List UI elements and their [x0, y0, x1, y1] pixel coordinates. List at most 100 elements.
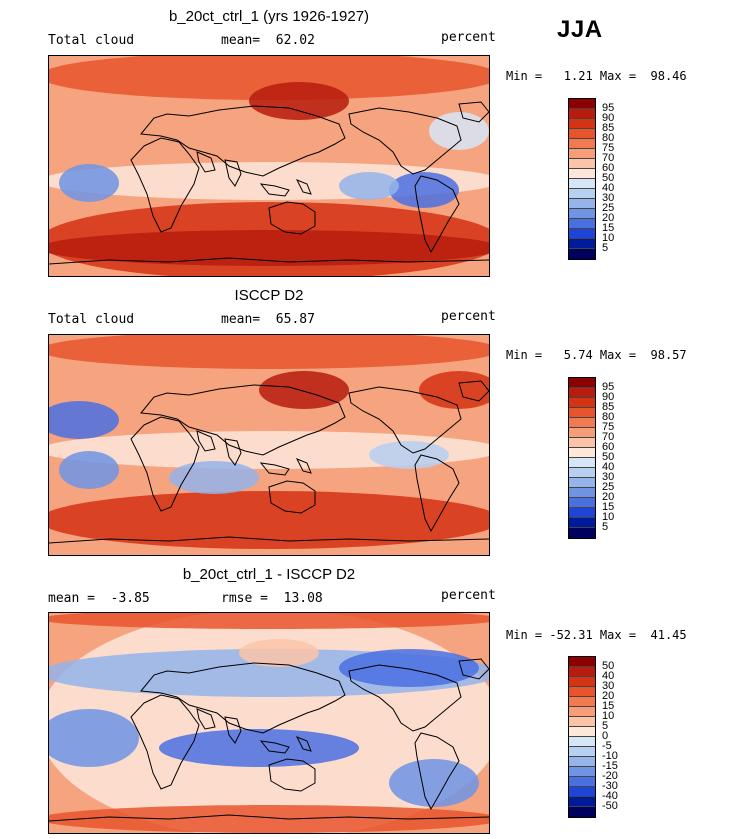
coastline: [259, 740, 290, 754]
colorbar-swatch: [569, 378, 595, 388]
panel-2-variable-label: Total cloud: [48, 312, 135, 327]
field-region: [49, 709, 139, 767]
colorbar-tick-label: 60: [602, 441, 615, 453]
coastline: [295, 458, 312, 474]
colorbar-swatch: [569, 418, 595, 428]
colorbar-swatch: [569, 697, 595, 707]
field-region: [59, 451, 119, 489]
colorbar-swatch: [569, 119, 595, 129]
field-region: [389, 172, 459, 208]
coastline: [295, 179, 312, 195]
colorbar-tick-label: -20: [602, 770, 618, 782]
coastline: [295, 736, 312, 752]
panel-1-minmax: Min = 1.21 Max = 98.46: [506, 69, 687, 83]
colorbar-swatch: [569, 109, 595, 119]
colorbar-swatch: [569, 398, 595, 408]
field-region: [369, 441, 449, 469]
colorbar-tick-label: 10: [602, 511, 615, 523]
coastline: [196, 708, 216, 730]
colorbar-tick-label: 30: [602, 471, 615, 483]
colorbar-swatch: [569, 209, 595, 219]
coastline: [268, 480, 316, 514]
colorbar-tick-label: 25: [602, 202, 615, 214]
coastline: [414, 454, 460, 533]
field-region: [159, 729, 359, 767]
colorbar-tick-label: 10: [602, 232, 615, 244]
field-region: [339, 649, 479, 687]
colorbar-tick-label: 50: [602, 172, 615, 184]
colorbar-swatch: [569, 199, 595, 209]
field-region: [249, 82, 349, 120]
colorbar-tick-label: 70: [602, 152, 615, 164]
coastline: [49, 257, 489, 265]
colorbar-tick-label: 85: [602, 122, 615, 134]
colorbar-swatch: [569, 468, 595, 478]
colorbar-swatch: [569, 797, 595, 807]
panel-1-title: b_20ct_ctrl_1 (yrs 1926-1927): [168, 8, 370, 25]
colorbar-tick-label: 15: [602, 501, 615, 513]
colorbar-swatch: [569, 438, 595, 448]
panel-3-map: [48, 612, 490, 834]
colorbar-tick-label: 95: [602, 381, 615, 393]
field-region: [49, 56, 489, 100]
colorbar-tick-label: 20: [602, 212, 615, 224]
colorbar-swatch: [569, 518, 595, 528]
field-region: [339, 172, 399, 200]
colorbar-tick-label: 75: [602, 142, 615, 154]
panel-3-title: b_20ct_ctrl_1 - ISCCP D2: [182, 566, 356, 583]
colorbar-tick-label: 40: [602, 461, 615, 473]
coastline: [130, 694, 200, 790]
field-region: [429, 112, 489, 150]
panel-3-units-label: percent: [441, 588, 496, 603]
colorbar-swatch: [569, 239, 595, 249]
colorbar-tick-label: 40: [602, 670, 615, 682]
colorbar-tick-label: 25: [602, 481, 615, 493]
field-region: [49, 230, 489, 266]
panel-2-mean-label: mean= 65.87: [221, 312, 315, 327]
colorbar-tick-label: 30: [602, 680, 615, 692]
panel-2-title: ISCCP D2: [234, 287, 304, 304]
panel-1-map: [48, 55, 490, 277]
colorbar-tick-label: 15: [602, 700, 615, 712]
colorbar-swatch: [569, 149, 595, 159]
colorbar-tick-label: 90: [602, 391, 615, 403]
colorbar-tick-label: 85: [602, 401, 615, 413]
season-label: JJA: [557, 16, 603, 43]
colorbar-tick-label: -15: [602, 760, 618, 772]
coastline: [49, 814, 489, 822]
coastline: [130, 416, 200, 512]
panel-3-colorbar: [568, 656, 596, 818]
colorbar-tick-label: 20: [602, 491, 615, 503]
coastline: [268, 758, 316, 792]
coastline: [458, 101, 489, 123]
coastline: [196, 151, 216, 173]
coastline: [268, 201, 316, 235]
colorbar-swatch: [569, 169, 595, 179]
panel-1-units-label: percent: [441, 30, 496, 45]
coastline: [224, 438, 242, 466]
colorbar-swatch: [569, 458, 595, 468]
colorbar-tick-label: 5: [602, 720, 609, 732]
panel-1-colorbar: [568, 98, 596, 260]
field-region: [49, 805, 489, 833]
coastline: [130, 137, 200, 233]
colorbar-swatch: [569, 498, 595, 508]
colorbar-tick-label: 5: [602, 521, 609, 533]
colorbar-swatch: [569, 508, 595, 518]
colorbar-swatch: [569, 737, 595, 747]
colorbar-tick-label: 75: [602, 421, 615, 433]
coastline: [140, 662, 346, 734]
colorbar-swatch: [569, 229, 595, 239]
colorbar-swatch: [569, 727, 595, 737]
coastline: [458, 380, 489, 402]
panel-1-variable-label: Total cloud: [48, 33, 135, 48]
coastline: [49, 536, 489, 544]
colorbar-swatch: [569, 787, 595, 797]
colorbar-tick-label: 5: [602, 242, 609, 254]
colorbar-tick-label: 50: [602, 451, 615, 463]
colorbar-tick-label: 80: [602, 411, 615, 423]
colorbar-swatch: [569, 807, 595, 817]
colorbar-swatch: [569, 189, 595, 199]
colorbar-tick-label: -10: [602, 750, 618, 762]
colorbar-swatch: [569, 757, 595, 767]
